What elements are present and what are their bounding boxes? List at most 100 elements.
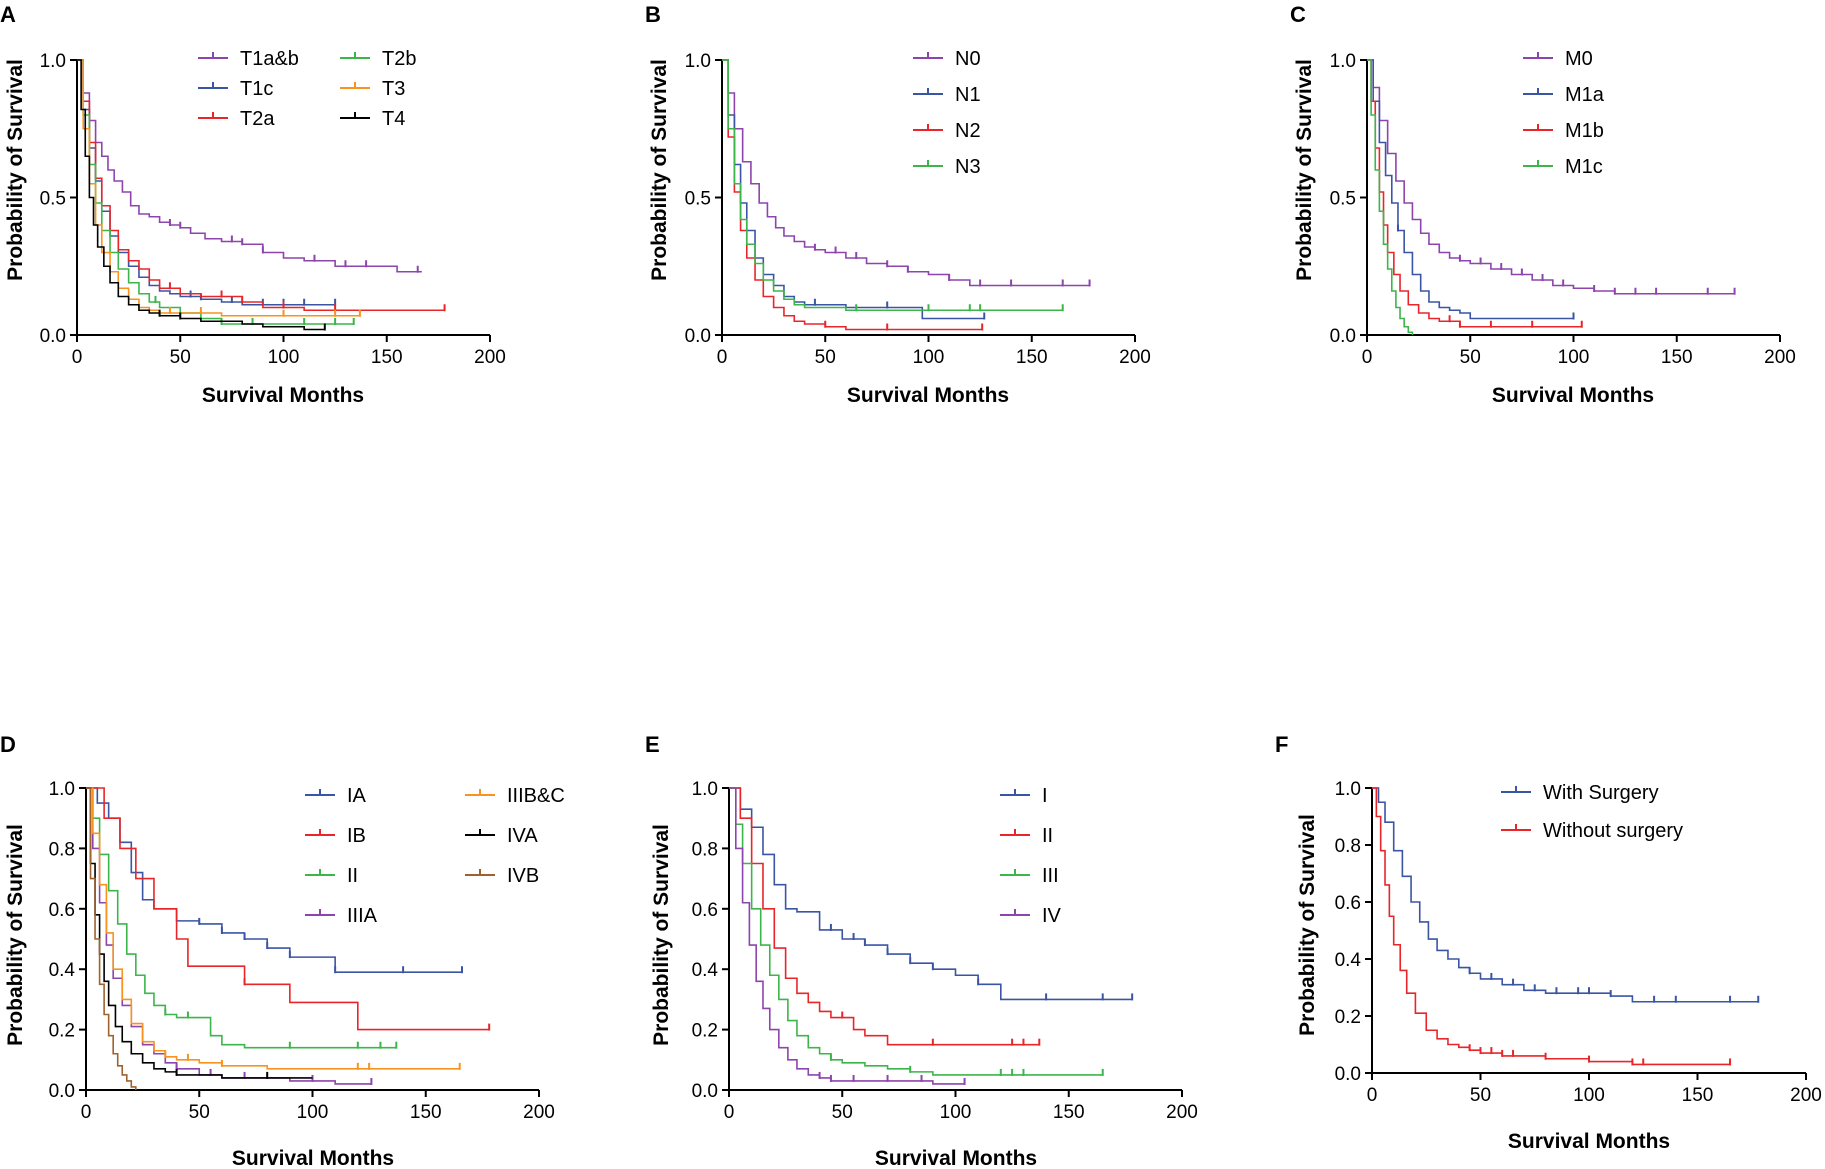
legend-label: T4 [382,108,405,130]
legend-label: I [1042,785,1048,807]
x-tick-label: 100 [913,347,945,368]
series-line [77,59,336,306]
y-tick-label: 0.6 [1335,893,1361,914]
legend-label: IIIA [347,905,378,927]
y-tick-label: 1.0 [1335,779,1361,800]
legend-item: III [1000,865,1059,887]
series-line [1367,59,1582,328]
y-tick-label: 0.0 [1335,1064,1361,1085]
legend-item: IVB [465,865,539,887]
legend-item: M1a [1523,84,1605,106]
y-tick-label: 0.0 [49,1081,75,1102]
series-line [86,787,460,1070]
panel-letter: A [0,2,16,27]
legend-item: N2 [913,120,981,142]
legend-label: T1a&b [240,48,299,70]
plot-area: 0 50 100 150 200 0.0 0.2 0.4 0.6 0.8 1.0 IA IB II IIIA… [49,779,565,1123]
y-tick-label: 1.0 [692,779,718,800]
x-tick-label: 0 [1362,347,1373,368]
plot-area: 0 50 100 150 200 0.0 0.5 1.0 M0 M1a M1b M1c [1330,48,1796,368]
series-line [86,787,490,1031]
series-line [1367,59,1414,335]
y-tick-label: 0.8 [1335,836,1361,857]
legend-item: IV [1000,905,1062,927]
y-axis-title: Probability of Survival [1293,59,1316,281]
panel-letter: F [1275,732,1288,757]
y-tick-label: 0.4 [1335,950,1362,971]
panel-a: A Probability of Survival Survival Month… [0,2,506,407]
legend-item: M1b [1523,120,1604,142]
legend-item: IA [305,785,367,807]
legend-item: II [305,865,358,887]
legend-item: N1 [913,84,981,106]
y-axis-title: Probability of Survival [1296,814,1319,1036]
series-line [729,787,965,1085]
x-axis-title: Survival Months [232,1147,394,1169]
y-tick-label: 1.0 [1330,51,1356,72]
legend-item: T1c [198,78,273,100]
legend-label: T3 [382,78,405,100]
legend-label: IVB [507,865,539,887]
y-tick-label: 0.5 [40,189,66,210]
legend-label: II [1042,825,1053,847]
x-tick-label: 150 [1661,347,1693,368]
legend-item: T2b [340,48,416,70]
x-axis-title: Survival Months [875,1147,1037,1169]
legend-label: III [1042,865,1059,887]
plot-area: 0 50 100 150 200 0.0 0.2 0.4 0.6 0.8 1.0 With Surge… [1335,779,1822,1106]
legend-label: T1c [240,78,273,100]
x-tick-label: 100 [1573,1085,1605,1106]
x-tick-label: 50 [1460,347,1481,368]
x-axis-title: Survival Months [202,384,364,407]
legend-item: N0 [913,48,981,70]
y-tick-label: 0.2 [1335,1007,1361,1028]
plot-area: 0 50 100 150 200 0.0 0.5 1.0 N0 N1 N2 N3 [685,48,1151,368]
legend-label: IB [347,825,366,847]
series-line [722,59,1090,287]
series-line [722,59,983,331]
panel-c: C Probability of Survival Survival Month… [1290,2,1796,407]
x-tick-label: 150 [410,1102,442,1123]
legend-label: N3 [955,156,981,178]
legend-item: II [1000,825,1053,847]
series-line [1372,787,1759,1003]
series-line [1372,787,1731,1066]
y-tick-label: 0.6 [49,900,75,921]
legend-label: IA [347,785,367,807]
x-tick-label: 50 [189,1102,210,1123]
x-tick-label: 150 [1016,347,1048,368]
legend-label: II [347,865,358,887]
legend-item: T2a [198,108,275,130]
series-line [729,787,1040,1046]
series-line [77,59,325,331]
legend-label: M0 [1565,48,1593,70]
x-tick-label: 150 [371,347,403,368]
y-tick-label: 0.5 [685,189,711,210]
y-axis-title: Probability of Survival [4,824,27,1046]
legend-label: IVA [507,825,538,847]
panel-letter: C [1290,2,1306,27]
legend-label: Without surgery [1543,820,1683,842]
y-tick-label: 0.2 [49,1021,75,1042]
legend-label: M1a [1565,84,1605,106]
x-tick-label: 50 [1470,1085,1491,1106]
x-tick-label: 200 [1166,1102,1198,1123]
legend-label: T2b [382,48,416,70]
x-tick-label: 0 [81,1102,92,1123]
y-tick-label: 0.0 [685,326,711,347]
x-tick-label: 200 [1790,1085,1822,1106]
y-tick-label: 0.0 [40,326,66,347]
x-axis-title: Survival Months [1508,1130,1670,1153]
series-line [722,59,1063,312]
y-axis-title: Probability of Survival [4,59,27,281]
x-tick-label: 0 [724,1102,735,1123]
x-tick-label: 50 [832,1102,853,1123]
x-tick-label: 100 [268,347,300,368]
x-tick-label: 200 [1119,347,1151,368]
plot-area: 0 50 100 150 200 0.0 0.5 1.0 T1a&b T1c T2a T2b T3 T4 [40,48,506,368]
series-line [77,59,360,317]
legend-label: With Surgery [1543,782,1659,804]
x-axis-title: Survival Months [1492,384,1654,407]
